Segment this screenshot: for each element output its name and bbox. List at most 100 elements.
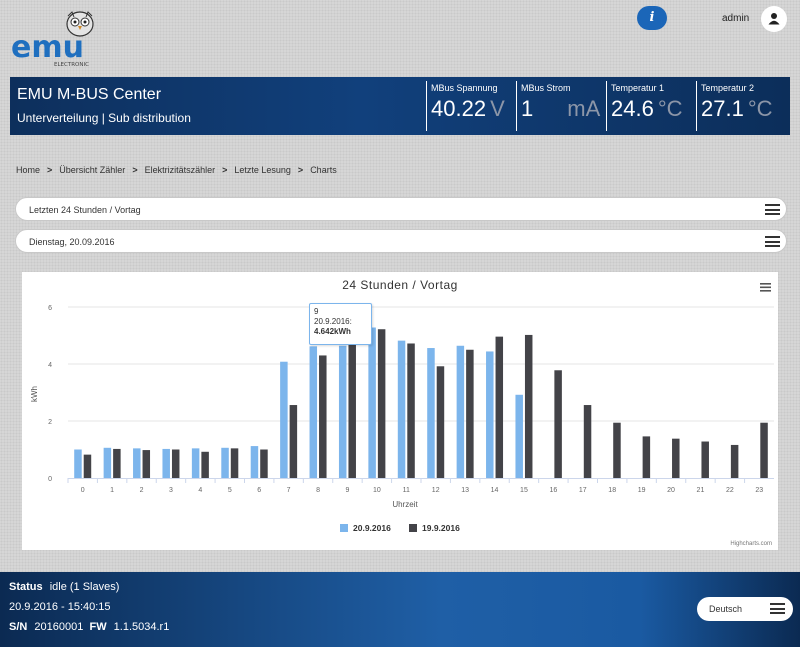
- date-select[interactable]: Dienstag, 20.09.2016: [15, 229, 787, 253]
- bar-series-2[interactable]: [113, 448, 121, 478]
- metric-temperature-2: Temperatur 2 27.1 °C: [696, 81, 790, 131]
- bar-series-2[interactable]: [701, 441, 709, 478]
- bar-series-2[interactable]: [319, 355, 327, 478]
- firmware-label: FW: [89, 621, 107, 633]
- bar-series-2[interactable]: [230, 448, 239, 478]
- x-tick-label: 1: [110, 487, 114, 494]
- x-tick-label: 3: [169, 487, 173, 494]
- legend-item-series-1[interactable]: 20.9.2016: [340, 523, 391, 533]
- language-select-value: Deutsch: [709, 604, 743, 614]
- bar-series-1[interactable]: [191, 448, 200, 478]
- bar-series-2[interactable]: [142, 450, 151, 478]
- bar-series-1[interactable]: [486, 351, 494, 478]
- x-tick-label: 11: [403, 487, 410, 494]
- info-icon: i: [649, 10, 655, 25]
- bar-series-2[interactable]: [760, 422, 768, 478]
- bar-series-2[interactable]: [201, 451, 209, 478]
- bar-series-2[interactable]: [171, 449, 180, 479]
- menu-icon: [765, 204, 780, 215]
- x-axis-label: Uhrzeit: [392, 500, 418, 509]
- bar-series-1[interactable]: [456, 345, 465, 478]
- emu-logo: emu ELECTRONIC: [10, 8, 98, 70]
- metric-value: 24.6: [611, 96, 654, 121]
- bar-series-2[interactable]: [583, 405, 592, 478]
- bar-series-2[interactable]: [495, 336, 504, 478]
- metric-label: MBus Spannung: [431, 83, 498, 93]
- user-button[interactable]: [761, 6, 787, 32]
- breadcrumb-electricity-meter[interactable]: Elektrizitätszähler: [144, 165, 216, 175]
- y-axis-label: kWh: [30, 386, 39, 402]
- status-label: Status: [9, 581, 43, 593]
- breadcrumb-home[interactable]: Home: [16, 165, 41, 175]
- bar-series-2[interactable]: [407, 343, 415, 478]
- metric-value: 27.1: [701, 96, 744, 121]
- legend-swatch: [340, 524, 348, 532]
- device-banner: EMU M-BUS Center Unterverteilung | Sub d…: [10, 77, 790, 135]
- bar-series-1[interactable]: [515, 394, 523, 478]
- metric-label: Temperatur 2: [701, 83, 755, 93]
- x-tick-label: 10: [373, 487, 381, 494]
- breadcrumb-separator: >: [47, 165, 53, 175]
- bar-series-1[interactable]: [427, 348, 435, 478]
- logo-text: emu: [11, 30, 84, 65]
- bar-series-1[interactable]: [221, 447, 229, 478]
- bar-series-2[interactable]: [83, 454, 92, 478]
- y-tick-label: 2: [48, 419, 52, 426]
- bar-series-1[interactable]: [280, 361, 288, 478]
- bar-series-1[interactable]: [74, 449, 82, 479]
- metric-unit: °C: [657, 96, 683, 121]
- breadcrumb-charts: Charts: [310, 165, 337, 175]
- bar-series-2[interactable]: [642, 436, 651, 478]
- menu-icon: [765, 236, 780, 247]
- legend-item-series-2[interactable]: 19.9.2016: [409, 523, 460, 533]
- x-tick-label: 20: [667, 487, 675, 494]
- logo-subtext: ELECTRONIC: [54, 62, 89, 68]
- language-select[interactable]: Deutsch: [697, 597, 793, 621]
- bar-series-1[interactable]: [368, 327, 376, 478]
- metric-unit: mA: [567, 96, 601, 121]
- bar-series-1[interactable]: [397, 340, 406, 478]
- x-tick-label: 8: [316, 487, 320, 494]
- bar-series-2[interactable]: [348, 330, 356, 478]
- bar-series-1[interactable]: [133, 448, 141, 478]
- bar-series-1[interactable]: [103, 447, 112, 478]
- bar-series-1[interactable]: [250, 446, 259, 478]
- logo-graphic: emu ELECTRONIC: [11, 11, 94, 68]
- bar-series-2[interactable]: [524, 334, 533, 478]
- bar-series-1[interactable]: [162, 448, 170, 478]
- y-tick-label: 0: [48, 476, 52, 483]
- bar-series-2[interactable]: [436, 366, 445, 478]
- x-tick-label: 4: [198, 487, 202, 494]
- breadcrumb-last-reading[interactable]: Letzte Lesung: [234, 165, 291, 175]
- user-name: admin: [722, 13, 750, 24]
- chart-export-button[interactable]: [756, 280, 772, 294]
- bar-series-2[interactable]: [730, 444, 739, 478]
- bar-series-2[interactable]: [377, 329, 386, 478]
- chart-credits[interactable]: Highcharts.com: [730, 541, 772, 547]
- tooltip-value: 4.642kWh: [314, 327, 351, 336]
- breadcrumb-meter-overview[interactable]: Übersicht Zähler: [59, 165, 126, 175]
- x-tick-label: 19: [638, 487, 646, 494]
- bar-series-2[interactable]: [289, 405, 298, 478]
- x-tick-label: 7: [287, 487, 291, 494]
- bar-series-2[interactable]: [672, 438, 680, 478]
- owl-icon: [66, 11, 94, 37]
- metric-value: 40.22: [431, 96, 487, 121]
- bar-series-2[interactable]: [466, 349, 474, 478]
- device-subtitle: Unterverteilung | Sub distribution: [17, 111, 191, 125]
- legend-label: 20.9.2016: [353, 523, 391, 533]
- info-button[interactable]: i: [637, 6, 667, 30]
- x-tick-label: 0: [81, 487, 85, 494]
- bar-series-1[interactable]: [309, 346, 318, 478]
- bar-series-2[interactable]: [613, 422, 621, 478]
- bar-series-2[interactable]: [260, 449, 268, 479]
- x-tick-label: 17: [579, 487, 587, 494]
- bar-series-2[interactable]: [554, 370, 562, 478]
- metric-label: Temperatur 1: [611, 83, 665, 93]
- status-footer: Status idle (1 Slaves) 20.9.2016 - 15:40…: [0, 572, 800, 647]
- metric-temperature-1: Temperatur 1 24.6 °C: [606, 81, 696, 131]
- bar-series-1[interactable]: [338, 345, 347, 478]
- x-tick-label: 2: [140, 487, 144, 494]
- tooltip-hour: 9: [314, 307, 319, 316]
- period-select[interactable]: Letzten 24 Stunden / Vortag: [15, 197, 787, 221]
